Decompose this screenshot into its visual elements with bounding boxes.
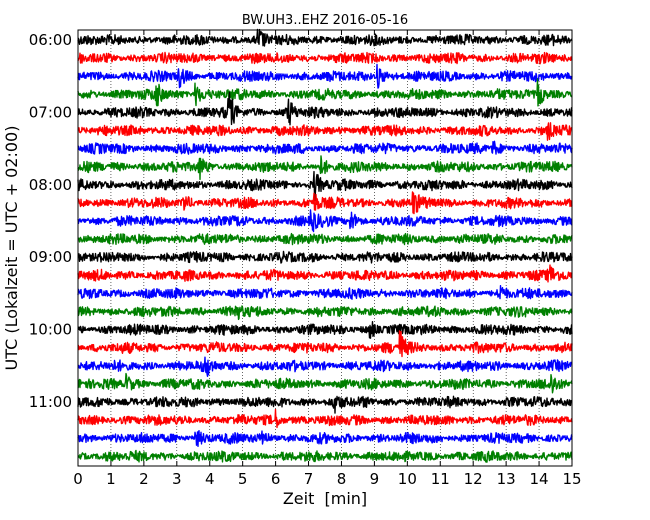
trace-1115 (77, 408, 573, 429)
x-tick-label: 2 (139, 470, 149, 488)
x-tick-label: 13 (497, 470, 516, 488)
x-axis-label: Zeit [min] (283, 489, 367, 508)
trace-0615 (77, 51, 573, 65)
trace-0600 (77, 28, 573, 47)
trace-0730 (77, 140, 573, 155)
trace-1145 (77, 449, 573, 463)
trace-0645 (77, 78, 573, 107)
trace-1015 (77, 330, 573, 358)
x-tick-label: 15 (562, 470, 581, 488)
traces (77, 28, 573, 463)
y-axis-label: UTC (Lokalzeit = UTC + 02:00) (2, 126, 21, 371)
x-tick-label: 6 (271, 470, 281, 488)
trace-0800 (77, 170, 573, 202)
y-tick-label: 09:00 (29, 248, 72, 266)
x-tick-label: 7 (304, 470, 314, 488)
trace-0915 (77, 264, 573, 283)
x-tick-label: 4 (205, 470, 215, 488)
x-tick-label: 12 (464, 470, 483, 488)
trace-0845 (77, 232, 573, 246)
x-tick-label: 9 (370, 470, 380, 488)
x-tick-label: 1 (106, 470, 116, 488)
trace-1000 (77, 321, 573, 339)
x-tick-label: 14 (530, 470, 549, 488)
trace-1030 (77, 356, 573, 377)
y-tick-label: 08:00 (29, 176, 72, 194)
trace-0830 (77, 209, 573, 233)
x-tick-label: 0 (73, 470, 83, 488)
x-tick-label: 3 (172, 470, 182, 488)
y-tick-label: 10:00 (29, 321, 72, 339)
grid (110, 30, 540, 466)
trace-0700 (77, 91, 573, 126)
plot-frame (77, 29, 573, 467)
trace-0900 (77, 250, 573, 264)
trace-1100 (77, 395, 573, 414)
chart-title: BW.UH3..EHZ 2016-05-16 (242, 13, 408, 28)
trace-0630 (77, 63, 573, 89)
trace-0930 (77, 285, 573, 300)
trace-0945 (77, 305, 573, 321)
x-tick-label: 10 (398, 470, 417, 488)
x-tick-label: 8 (337, 470, 347, 488)
x-tick-label: 11 (431, 470, 450, 488)
y-tick-label: 06:00 (29, 31, 72, 49)
y-tick-label: 11:00 (29, 393, 72, 411)
trace-0745 (77, 155, 573, 181)
trace-1130 (77, 430, 573, 447)
trace-0815 (77, 191, 573, 215)
x-tick-label: 5 (238, 470, 248, 488)
trace-1045 (77, 372, 573, 394)
x-axis-ticks: 0 1 2 3 4 5 6 7 8 9 10 11 12 13 14 15 (73, 30, 582, 488)
y-tick-label: 07:00 (29, 103, 72, 121)
trace-0715 (77, 122, 573, 141)
y-axis-ticks: 06:00 07:00 08:00 09:00 10:00 11:00 (29, 31, 572, 411)
